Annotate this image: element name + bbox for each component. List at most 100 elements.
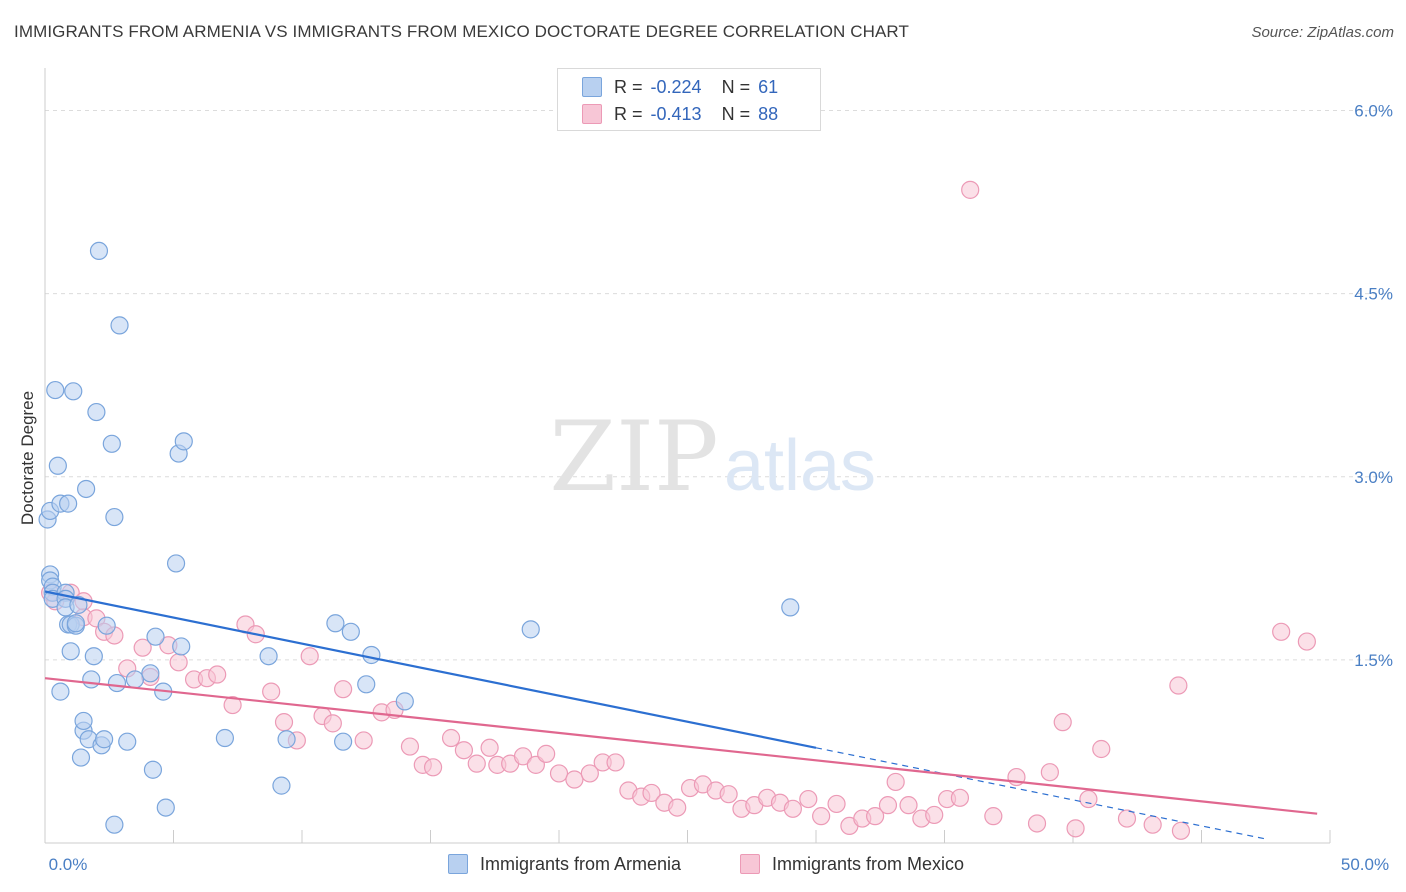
- armenia-r-value: -0.224: [650, 76, 702, 97]
- mexico-point: [262, 682, 281, 701]
- armenia-points: [38, 241, 800, 834]
- mexico-point: [169, 653, 188, 672]
- y-tick-label: 1.5%: [1354, 651, 1393, 670]
- armenia-point: [61, 642, 80, 661]
- armenia-point: [87, 402, 106, 422]
- armenia-point: [82, 670, 101, 689]
- y-tick-label: 4.5%: [1354, 285, 1393, 304]
- legend-item-mexico[interactable]: Immigrants from Mexico: [740, 852, 964, 876]
- armenia-n-label: N =: [721, 76, 751, 97]
- armenia-point: [395, 692, 414, 711]
- armenia-point: [341, 622, 360, 641]
- mexico-point: [866, 807, 885, 826]
- mexico-swatch: [582, 104, 602, 124]
- mexico-point: [1272, 622, 1291, 641]
- mexico-point: [1171, 821, 1191, 840]
- mexico-point: [1053, 713, 1072, 732]
- mexico-point: [950, 788, 970, 807]
- mexico-point: [467, 754, 486, 773]
- stats-row-armenia: R = -0.224 N = 61: [582, 74, 778, 100]
- armenia-point: [141, 664, 160, 683]
- armenia-point: [46, 380, 65, 400]
- mexico-point: [886, 772, 905, 792]
- y-tick-label: 3.0%: [1354, 468, 1393, 487]
- axes: [44, 68, 1331, 844]
- armenia-point: [118, 732, 137, 751]
- armenia-point: [51, 682, 70, 701]
- armenia-point: [334, 732, 353, 751]
- armenia-point: [48, 456, 67, 475]
- armenia-point: [166, 554, 186, 573]
- mexico-point: [537, 744, 556, 763]
- source-label: Source: ZipAtlas.com: [1251, 24, 1394, 41]
- armenia-point: [105, 507, 124, 527]
- mexico-point: [878, 796, 898, 815]
- mexico-point: [565, 770, 584, 789]
- armenia-legend-swatch: [448, 854, 468, 874]
- stats-row-mexico: R = -0.413 N = 88: [582, 101, 778, 127]
- armenia-point: [156, 798, 175, 817]
- legend-item-armenia[interactable]: Immigrants from Armenia: [448, 852, 681, 876]
- armenia-point: [84, 647, 103, 666]
- mexico-point: [668, 798, 687, 817]
- mexico-point: [1027, 814, 1047, 833]
- y-axis-label: Doctorate Degree: [18, 391, 37, 525]
- mexico-point: [606, 753, 625, 772]
- chart-title: IMMIGRANTS FROM ARMENIA VS IMMIGRANTS FR…: [14, 22, 909, 41]
- armenia-point: [95, 730, 114, 749]
- mexico-point: [1297, 632, 1316, 651]
- mexico-point: [899, 796, 918, 815]
- mexico-point: [1143, 815, 1162, 834]
- armenia-point: [71, 748, 91, 767]
- mexico-point: [925, 805, 944, 825]
- mexico-point: [454, 741, 474, 760]
- armenia-point: [272, 776, 291, 795]
- armenia-point: [259, 647, 278, 666]
- watermark-atlas: atlas: [724, 426, 876, 506]
- armenia-point: [143, 760, 163, 779]
- mexico-trend-line: [44, 677, 1318, 815]
- mexico-point: [1169, 676, 1188, 695]
- armenia-n-value: 61: [758, 76, 779, 97]
- mexico-point: [961, 180, 980, 199]
- armenia-point: [357, 675, 376, 694]
- mexico-r-label: R =: [614, 103, 643, 124]
- armenia-point: [69, 595, 88, 615]
- armenia-point: [64, 382, 83, 401]
- mexico-point: [812, 807, 831, 826]
- mexico-point: [719, 785, 738, 804]
- mexico-point: [642, 783, 661, 803]
- armenia-point: [110, 316, 129, 335]
- armenia-point: [362, 645, 381, 665]
- mexico-point: [827, 794, 846, 814]
- grid-lines: [45, 110, 1390, 661]
- armenia-point: [781, 598, 800, 617]
- mexico-point: [208, 665, 227, 684]
- y-tick-labels: 1.5% 3.0% 4.5% 6.0%: [1354, 102, 1393, 670]
- armenia-point: [74, 711, 93, 731]
- armenia-point: [97, 616, 116, 635]
- mexico-n-value: 88: [758, 103, 779, 124]
- mexico-point: [441, 728, 461, 748]
- mexico-n-label: N =: [721, 103, 751, 124]
- mexico-point: [300, 647, 319, 666]
- mexico-point: [783, 799, 802, 818]
- mexico-r-value: -0.413: [650, 103, 702, 124]
- armenia-point: [105, 815, 124, 834]
- x-tick-label: 50.0%: [1341, 855, 1389, 874]
- mexico-point: [274, 713, 294, 732]
- trend-lines: [44, 590, 1318, 840]
- armenia-legend-label: Immigrants from Armenia: [480, 853, 682, 874]
- mexico-point: [1040, 763, 1059, 782]
- x-tick-label: 0.0%: [49, 855, 88, 874]
- mexico-point: [984, 807, 1003, 826]
- mexico-legend-swatch: [740, 854, 760, 874]
- armenia-point: [66, 614, 85, 633]
- mexico-point: [223, 695, 242, 715]
- mexico-point: [513, 747, 533, 766]
- armenia-r-label: R =: [614, 76, 643, 97]
- mexico-legend-label: Immigrants from Mexico: [772, 853, 965, 874]
- mexico-point: [1079, 789, 1098, 809]
- mexico-point: [549, 764, 569, 783]
